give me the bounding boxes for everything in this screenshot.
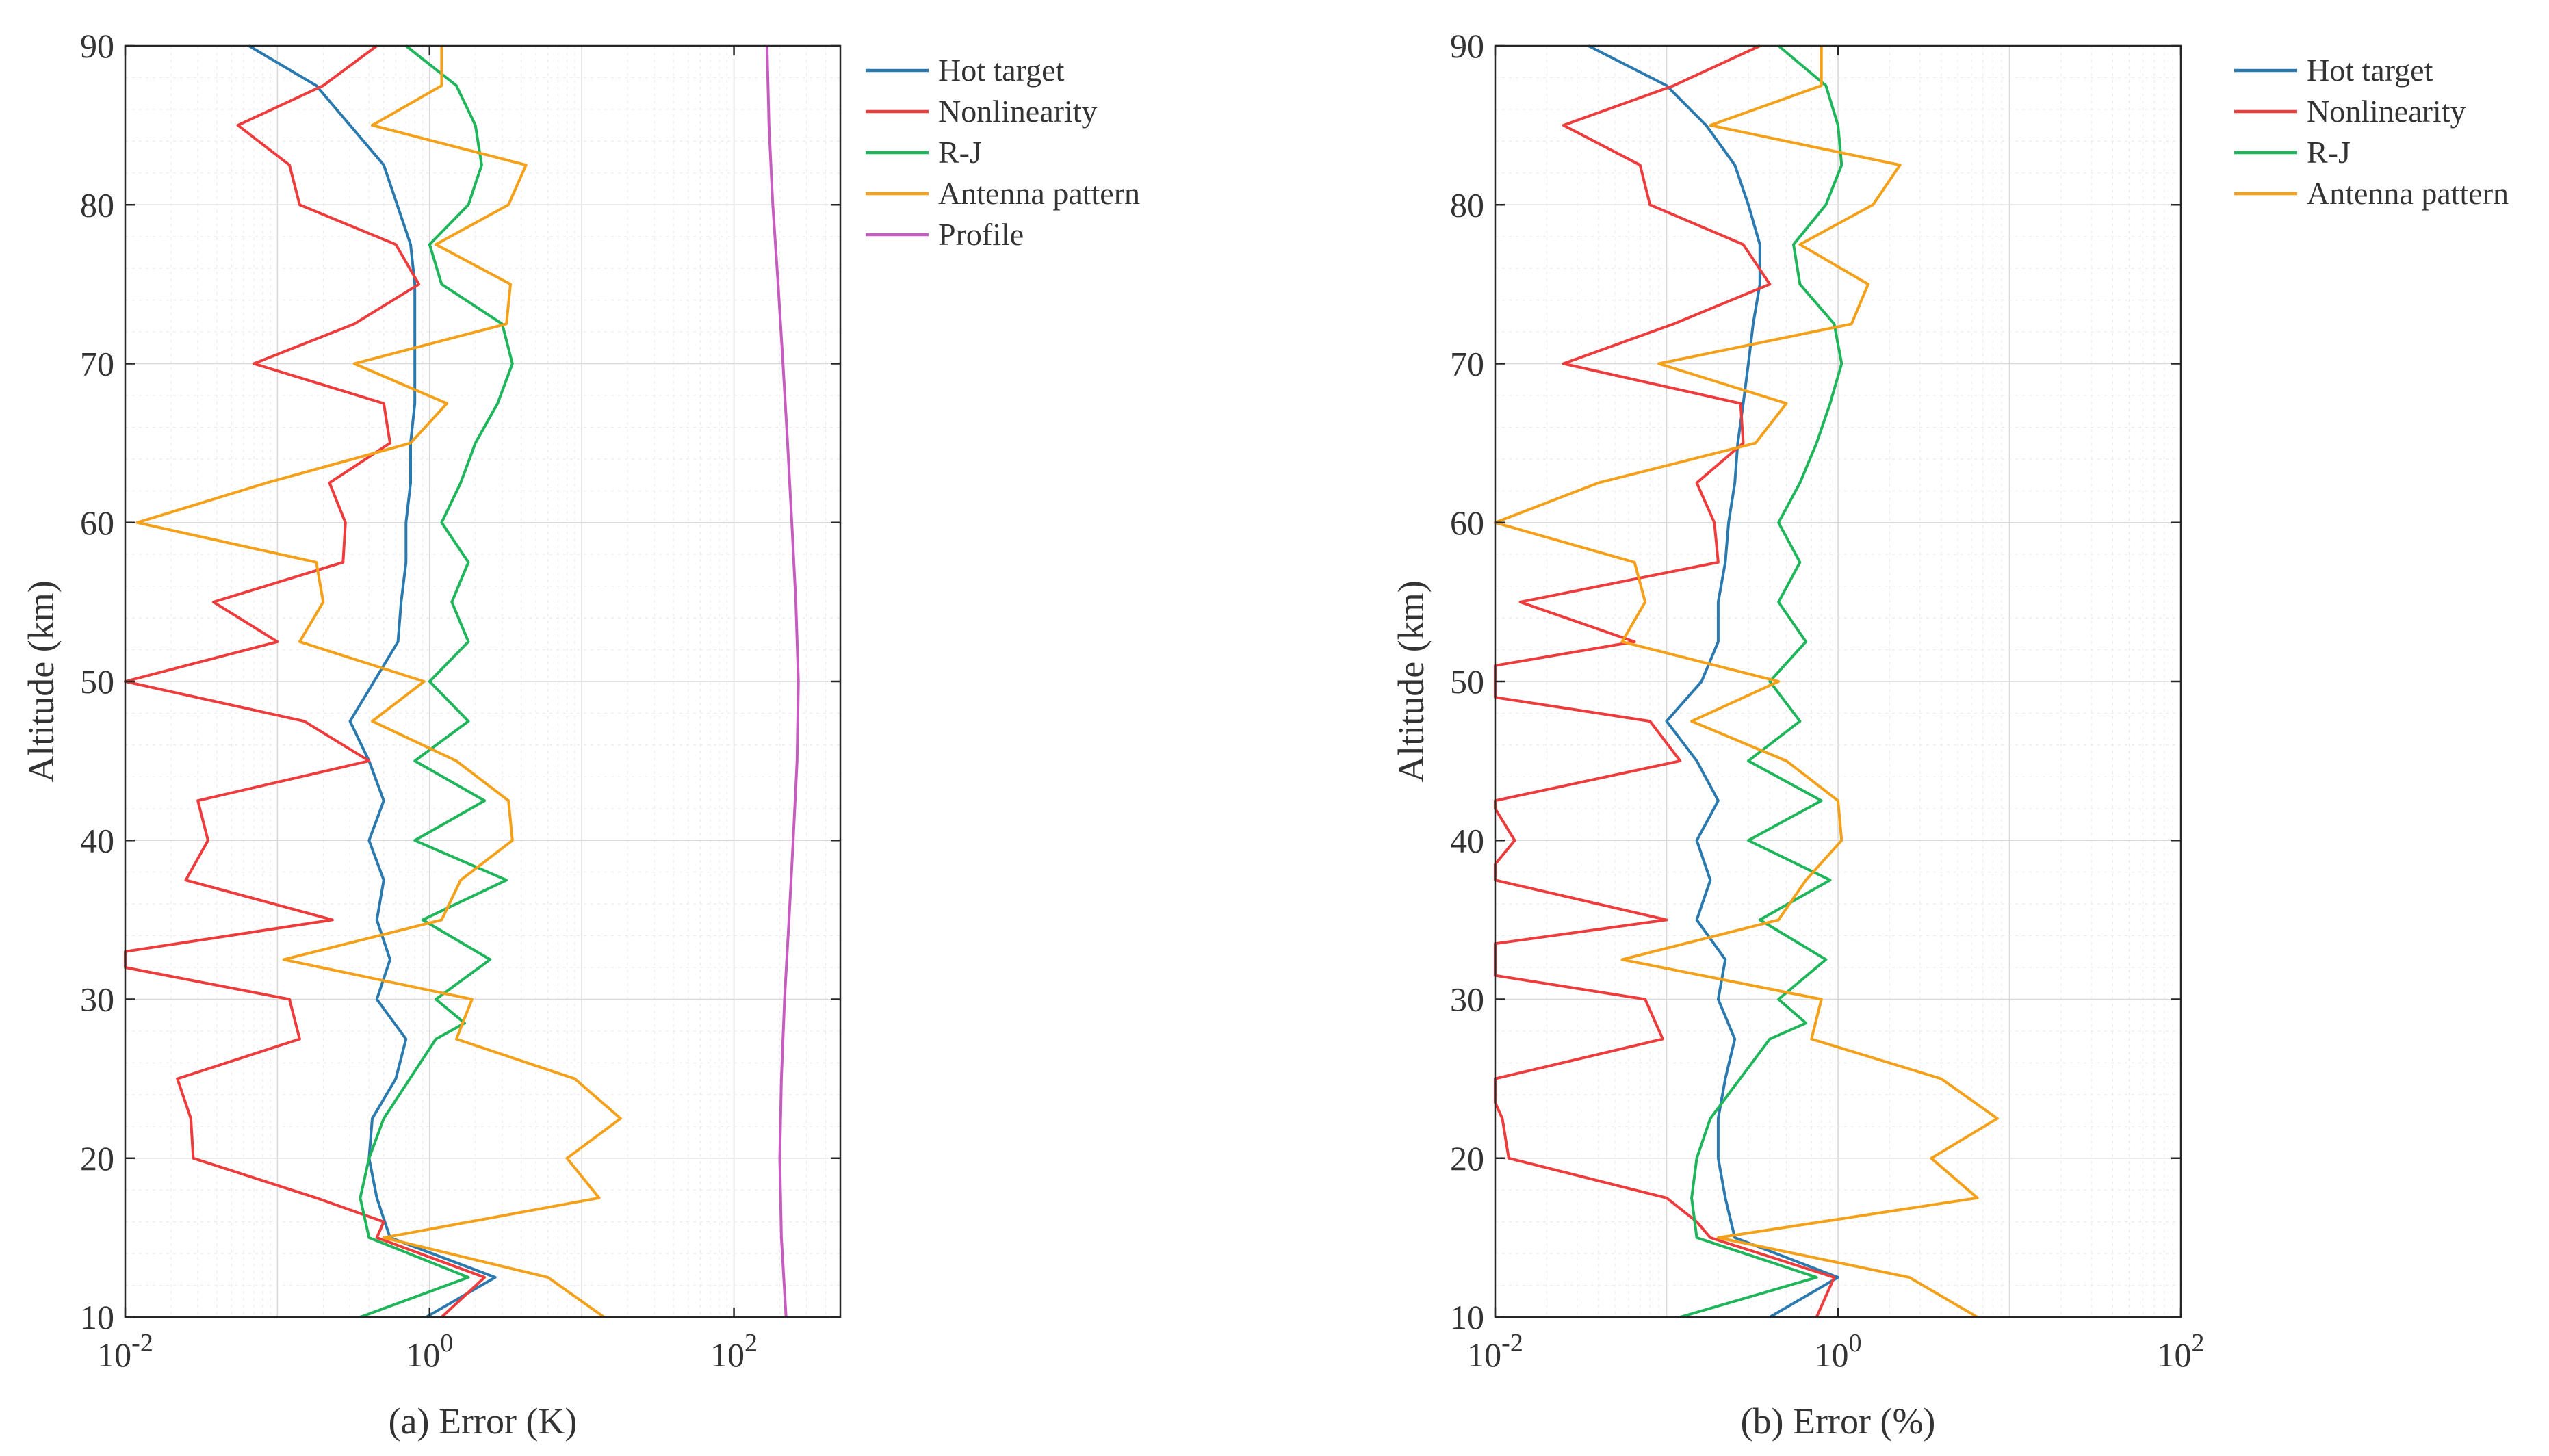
x-tick-label: 100 (1815, 1329, 1862, 1374)
y-axis-label: Altitude (km) (1390, 580, 1432, 782)
series-line-nonlinearity (1494, 44, 1836, 1318)
x-tick-label: 100 (406, 1329, 453, 1374)
legend-entry-label: Antenna pattern (938, 176, 1140, 211)
grid (125, 45, 841, 1318)
series-line-antenna-pattern (1494, 46, 1999, 1318)
legend-entry-label: Nonlinearity (938, 94, 1098, 129)
y-tick-label: 20 (80, 1139, 114, 1178)
y-tick-label: 20 (1450, 1139, 1484, 1178)
legend-entry-label: Hot target (2307, 53, 2433, 88)
legend-entry-label: R-J (2307, 135, 2351, 170)
y-tick-label: 30 (80, 980, 114, 1019)
x-tick-label: 102 (2158, 1329, 2205, 1374)
series-line-hot-target (248, 44, 497, 1318)
y-axis-label: Altitude (km) (21, 580, 62, 782)
x-tick-label: 10-2 (97, 1329, 153, 1374)
y-tick-label: 90 (80, 27, 114, 65)
y-tick-label: 80 (1450, 185, 1484, 224)
y-tick-label: 60 (1450, 504, 1484, 542)
series-line-r-j (359, 44, 514, 1318)
y-tick-label: 70 (1450, 345, 1484, 383)
x-tick-label: 102 (710, 1329, 758, 1374)
y-tick-label: 10 (1450, 1298, 1484, 1336)
grid (1495, 45, 2182, 1318)
x-axis-label: (b) Error (%) (1741, 1401, 1936, 1442)
y-tick-label: 10 (80, 1298, 114, 1336)
legend-entry-label: Nonlinearity (2307, 94, 2466, 129)
y-tick-label: 40 (80, 821, 114, 859)
y-tick-label: 50 (1450, 662, 1484, 701)
legend-entry-label: Hot target (938, 53, 1065, 88)
series-line-profile (765, 45, 800, 1318)
legend: Hot target Nonlinearity R-J Antenna pattern… (866, 53, 1140, 252)
series-line-nonlinearity (124, 44, 487, 1318)
panel-a-chart: 10 20 30 40 50 60 70 80 90 10-2 100 102 (a) Error (K… (21, 27, 1140, 1442)
legend: Hot target Nonlinearity R-J Antenna pattern (2234, 53, 2509, 211)
y-tick-label: 30 (1450, 980, 1484, 1019)
x-axis-label: (a) Error (K) (389, 1401, 578, 1442)
y-tick-label: 90 (1450, 27, 1484, 65)
legend-entry-label: Antenna pattern (2307, 176, 2509, 211)
y-tick-label: 40 (1450, 821, 1484, 859)
x-tick-label: 10-2 (1467, 1329, 1523, 1374)
series-line-r-j (1679, 44, 1843, 1318)
series-line-antenna-pattern (135, 46, 622, 1318)
y-tick-label: 70 (80, 345, 114, 383)
y-tick-label: 80 (80, 185, 114, 224)
legend-entry-label: Profile (938, 217, 1024, 252)
y-tick-label: 60 (80, 504, 114, 542)
legend-entry-label: R-J (938, 135, 982, 170)
y-tick-label: 50 (80, 662, 114, 701)
panel-b-chart: 10 20 30 40 50 60 70 80 90 10-2 100 102 (b) Error (%… (1390, 27, 2509, 1442)
